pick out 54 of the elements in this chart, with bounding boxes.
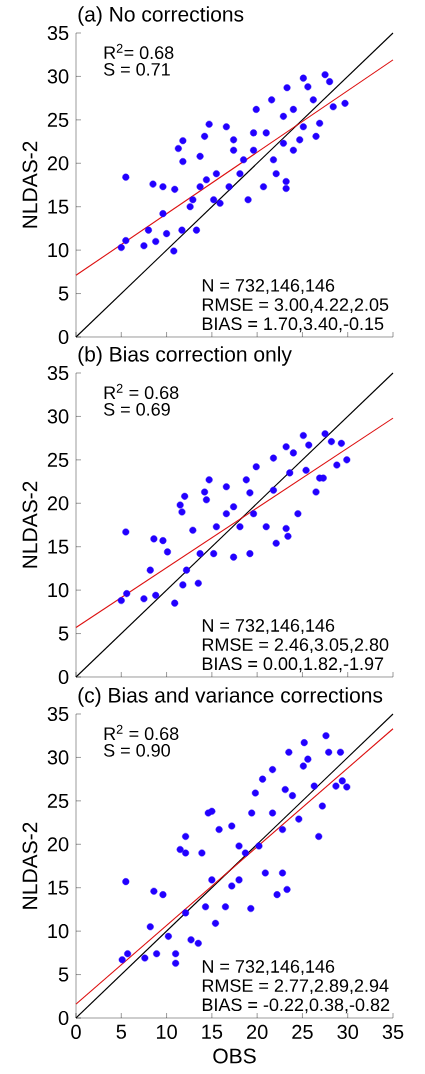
x-axis-title: OBS <box>213 1048 256 1064</box>
annotation: S = 0.90 <box>103 744 170 757</box>
x-tick-label: 5 <box>116 1024 127 1039</box>
y-axis-title: NLDAS-2 <box>22 481 38 568</box>
chart-title: (a) No corrections <box>78 6 244 26</box>
y-tick-label: 0 <box>58 1010 69 1026</box>
y-tick-label: 25 <box>47 452 69 467</box>
y-tick-label: 15 <box>48 539 69 554</box>
y-tick-label: 10 <box>48 924 69 939</box>
y-axis-title: NLDAS-2 <box>22 822 38 909</box>
y-tick-label: 30 <box>47 69 69 84</box>
y-tick-label: 20 <box>47 496 69 511</box>
y-tick-label: 25 <box>47 112 69 127</box>
annotation: N = 732,146,146 <box>202 619 335 634</box>
y-tick-label: 10 <box>48 583 69 598</box>
y-tick-label: 5 <box>58 286 69 301</box>
y-tick-label: 20 <box>47 837 69 852</box>
y-tick-label: 10 <box>48 243 69 258</box>
x-tick-label: 0 <box>71 1024 81 1040</box>
y-tick-label: 15 <box>48 880 69 895</box>
annotation: BIAS = 1.70,3.40,-0.15 <box>202 317 384 333</box>
annotation: RMSE = 2.77,2.89,2.94 <box>202 979 389 995</box>
chart-title: (c) Bias and variance corrections <box>78 687 383 707</box>
annotation: S = 0.71 <box>103 62 170 76</box>
y-tick-label: 5 <box>58 967 69 982</box>
x-tick-label: 20 <box>247 1024 268 1040</box>
y-tick-label: 0 <box>58 329 69 345</box>
y-tick-label: 30 <box>47 750 69 765</box>
annotation: N = 732,146,146 <box>202 279 335 294</box>
y-tick-label: 35 <box>47 25 69 41</box>
y-tick-label: 20 <box>47 156 69 171</box>
annotation: R$^{2}$ = 0.68 <box>104 383 179 400</box>
annotation: RMSE = 2.46,3.05,2.80 <box>202 638 389 654</box>
x-tick-label: 25 <box>292 1024 313 1040</box>
annotation: BIAS = -0.22,0.38,-0.82 <box>202 998 390 1014</box>
annotation: R$^{2}$ = 0.68 <box>104 724 179 741</box>
y-tick-label: 35 <box>47 706 69 722</box>
y-tick-label: 35 <box>47 365 69 381</box>
y-tick-label: 0 <box>58 669 69 685</box>
y-tick-label: 25 <box>47 793 69 808</box>
y-tick-label: 15 <box>48 199 69 214</box>
x-tick-label: 35 <box>382 1024 404 1040</box>
x-tick-label: 10 <box>156 1024 177 1040</box>
annotation: S = 0.69 <box>103 402 170 416</box>
annotation: R$^{2}$= 0.68 <box>104 43 174 60</box>
annotation: BIAS = 0.00,1.82,-1.97 <box>202 657 384 673</box>
x-tick-label: 15 <box>202 1024 223 1039</box>
y-tick-label: 5 <box>58 626 69 641</box>
annotation: N = 732,146,146 <box>202 960 335 975</box>
annotation: RMSE = 3.00,4.22,2.05 <box>202 298 389 314</box>
y-axis-title: NLDAS-2 <box>22 141 38 228</box>
x-tick-label: 30 <box>337 1024 359 1040</box>
y-tick-label: 30 <box>47 409 69 424</box>
chart-title: (b) Bias correction only <box>78 346 292 366</box>
